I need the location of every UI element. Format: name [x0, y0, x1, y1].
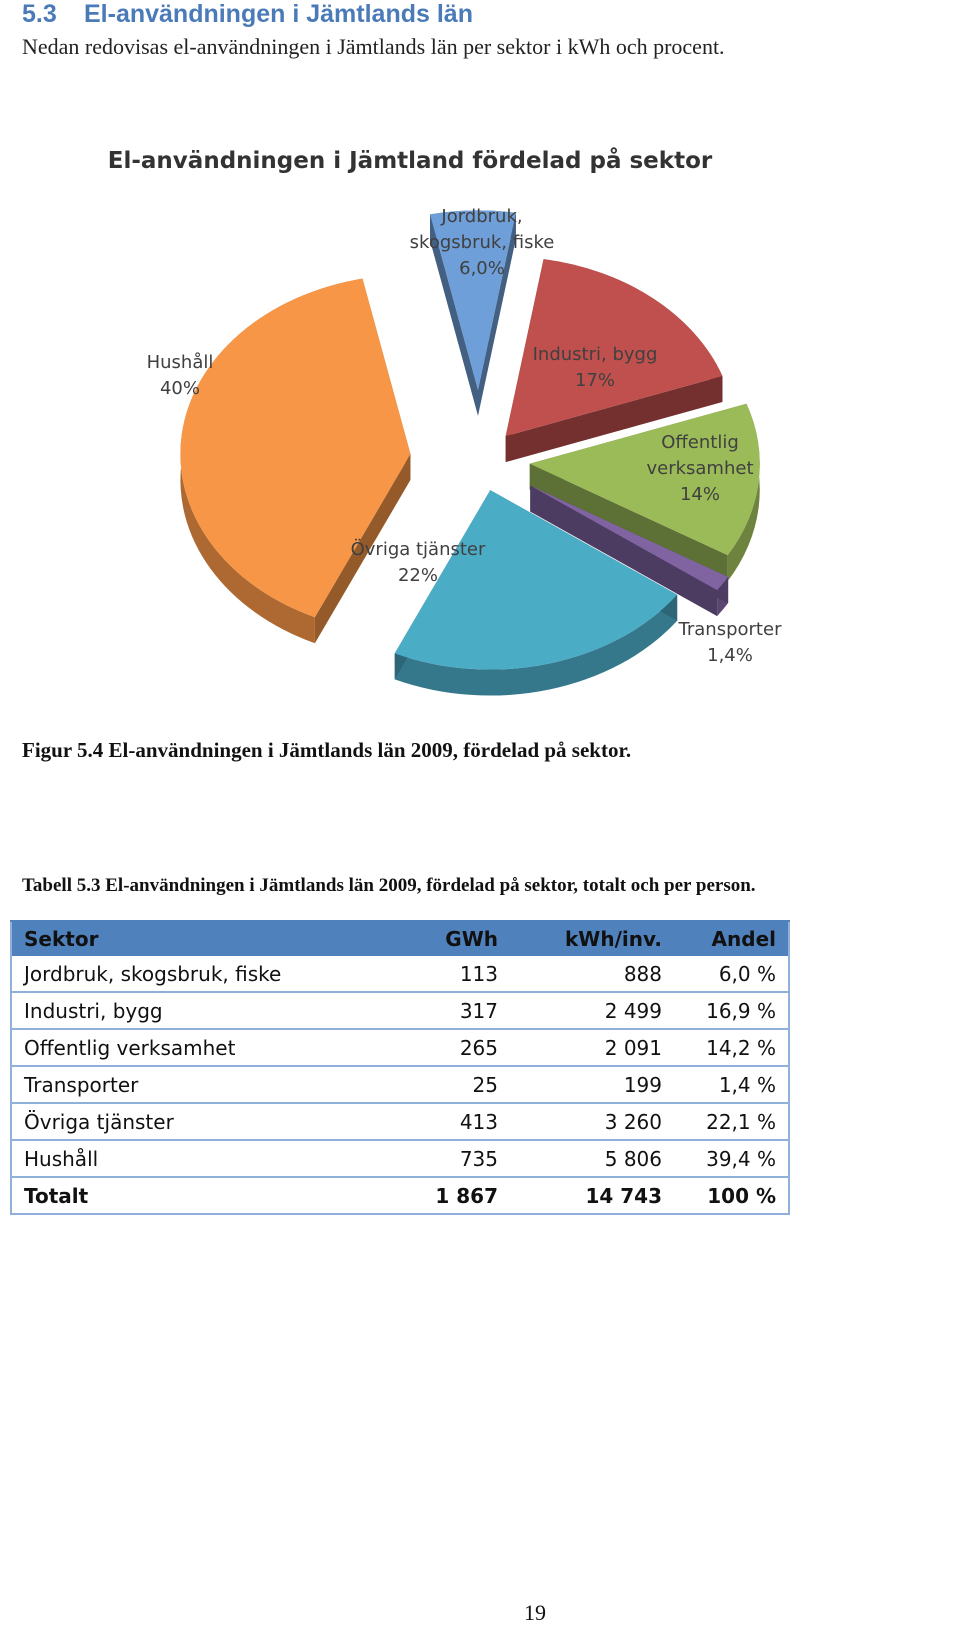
cell-kwh-inv: 3 260 — [510, 1103, 674, 1141]
figure-caption: Figur 5.4 El-användningen i Jämtlands lä… — [22, 738, 632, 762]
slice-value-label: 22% — [398, 565, 438, 586]
cell-kwh-inv: 2 091 — [510, 1029, 674, 1067]
table-row: Övriga tjänster 413 3 260 22,1 % — [11, 1103, 789, 1141]
pie-slice — [529, 403, 760, 556]
table-row: Jordbruk, skogsbruk, fiske 113 888 6,0 % — [11, 956, 789, 993]
slice-name-label: skogsbruk, fiske — [410, 232, 555, 253]
cell-andel: 22,1 % — [674, 1103, 789, 1141]
cell-kwh-inv: 888 — [510, 956, 674, 993]
pie-slice-wall — [314, 454, 411, 644]
table-caption: Tabell 5.3 El-användningen i Jämtlands l… — [22, 875, 756, 896]
cell-gwh: 265 — [376, 1029, 510, 1067]
cell-andel: 16,9 % — [674, 992, 789, 1030]
cell-gwh: 735 — [376, 1140, 510, 1178]
col-header-gwh: GWh — [376, 920, 510, 956]
cell-kwh-inv: 5 806 — [510, 1140, 674, 1178]
cell-sektor: Hushåll — [11, 1140, 376, 1178]
section-heading: 5.3 El-användningen i Jämtlands län — [22, 0, 473, 29]
pie-slice-side — [727, 403, 760, 582]
slice-name-label: verksamhet — [646, 458, 753, 479]
slice-name-label: Industri, bygg — [533, 344, 658, 365]
cell-sektor: Industri, bygg — [11, 992, 376, 1030]
cell-gwh: 25 — [376, 1066, 510, 1104]
slice-value-label: 40% — [160, 378, 200, 399]
cell-andel: 6,0 % — [674, 956, 789, 993]
cell-andel: 14,2 % — [674, 1029, 789, 1067]
slice-name-label: Transporter — [678, 619, 783, 640]
slice-name-label: Offentlig — [661, 432, 739, 453]
slice-name-label: Jordbruk, — [440, 206, 522, 227]
pie-slice-wall — [529, 463, 728, 582]
table-total-row: Totalt 1 867 14 743 100 % — [11, 1177, 789, 1215]
table-row: Offentlig verksamhet 265 2 091 14,2 % — [11, 1029, 789, 1067]
table-row: Hushåll 735 5 806 39,4 % — [11, 1140, 789, 1178]
cell-gwh: 413 — [376, 1103, 510, 1141]
cell-kwh-inv: 14 743 — [510, 1177, 674, 1215]
slice-value-label: 14% — [680, 484, 720, 505]
pie-slice — [530, 485, 729, 591]
pie-slice — [180, 278, 411, 618]
intro-text: Nedan redovisas el-användningen i Jämtla… — [22, 34, 725, 59]
slice-name-label: Hushåll — [147, 352, 214, 373]
pie-slice — [394, 490, 678, 670]
chart-title: El-användningen i Jämtland fördelad på s… — [107, 148, 713, 174]
cell-andel: 100 % — [674, 1177, 789, 1215]
col-header-andel: Andel — [674, 920, 789, 956]
pie-slice-wall — [505, 376, 723, 463]
pie-slice-wall — [530, 485, 718, 617]
section-number: 5.3 — [22, 0, 57, 28]
cell-gwh: 113 — [376, 956, 510, 993]
slice-value-label: 17% — [575, 370, 615, 391]
section-title: El-användningen i Jämtlands län — [84, 0, 473, 28]
slice-name-label: Övriga tjänster — [351, 538, 486, 560]
pie-chart-svg: Jordbruk, skogsbruk, fiske 6,0% Industri, b… — [147, 206, 783, 696]
pie-slice — [505, 259, 723, 437]
cell-gwh: 1 867 — [376, 1177, 510, 1215]
col-header-sektor: Sektor — [11, 920, 376, 956]
table-row: Transporter 25 199 1,4 % — [11, 1066, 789, 1104]
cell-kwh-inv: 199 — [510, 1066, 674, 1104]
cell-sektor: Offentlig verksamhet — [11, 1029, 376, 1067]
table-header-row: Sektor GWh kWh/inv. Andel — [11, 920, 789, 956]
cell-gwh: 317 — [376, 992, 510, 1030]
pie-slice-wall — [477, 212, 516, 416]
cell-sektor: Totalt — [11, 1177, 376, 1215]
cell-sektor: Övriga tjänster — [11, 1103, 376, 1141]
cell-sektor: Jordbruk, skogsbruk, fiske — [11, 956, 376, 993]
page-number: 19 — [524, 1600, 546, 1625]
pie-chart: El-användningen i Jämtland fördelad på s… — [0, 130, 960, 710]
cell-sektor: Transporter — [11, 1066, 376, 1104]
cell-andel: 39,4 % — [674, 1140, 789, 1178]
slice-value-label: 1,4% — [707, 645, 753, 666]
table-row: Industri, bygg 317 2 499 16,9 % — [11, 992, 789, 1030]
pie-slice-wall — [430, 214, 478, 416]
col-header-kwh-inv: kWh/inv. — [510, 920, 674, 956]
sector-table: Sektor GWh kWh/inv. Andel Jordbruk, skog… — [10, 920, 790, 1215]
pie-slice-side — [394, 594, 678, 696]
cell-kwh-inv: 2 499 — [510, 992, 674, 1030]
pie-slice — [430, 210, 516, 390]
cell-andel: 1,4 % — [674, 1066, 789, 1104]
slice-value-label: 6,0% — [459, 258, 505, 279]
